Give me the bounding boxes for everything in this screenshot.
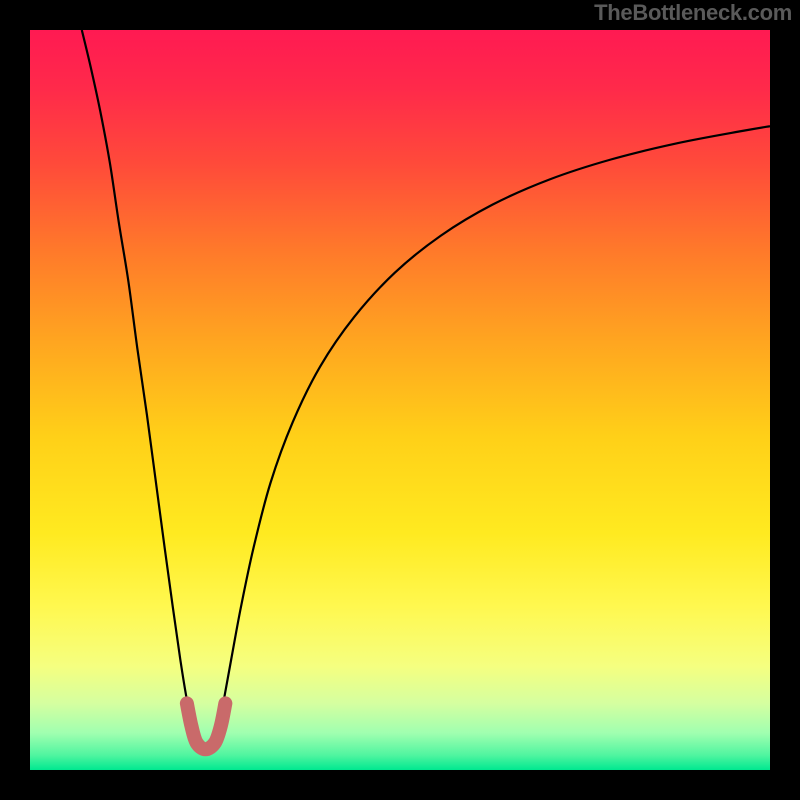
curve-left-branch [82, 30, 193, 726]
bottom-u-marker [187, 703, 225, 749]
watermark-text: TheBottleneck.com [594, 0, 792, 26]
curve-right-branch [219, 126, 770, 725]
plot-area [30, 30, 770, 770]
curve-layer [30, 30, 770, 770]
